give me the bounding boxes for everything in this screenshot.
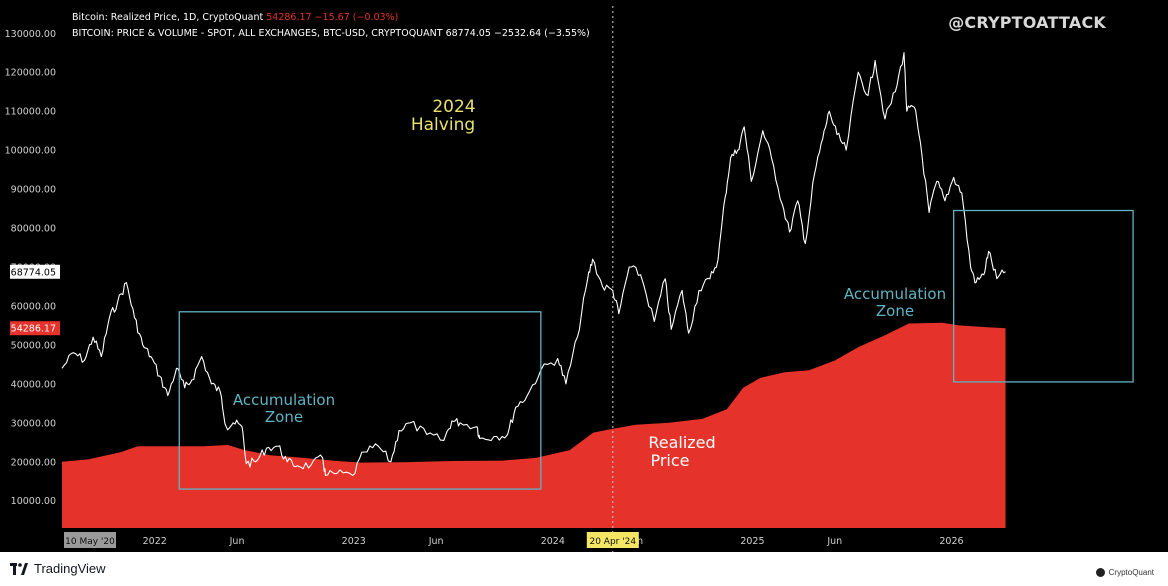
chart-canvas: 10000.00 20000.00 30000.00 40000.00 50000.00… [5,6,1134,552]
price-tag: 68774.05 [11,267,56,278]
x-highlight-label: 20 Apr '24 [589,537,636,547]
footer: TradingView CryptoQuant [0,552,1168,586]
y-tick-label: 130000.00 [5,29,56,40]
x-tick-label: Jun [826,536,842,547]
x-tick-label: 2025 [740,536,764,547]
x-tick-label: 2026 [939,536,963,547]
y-axis: 10000.00 20000.00 30000.00 40000.00 50000.00… [5,29,60,507]
zone2-label-line-2: Zone [876,302,914,320]
realized-price-layer [62,322,1006,528]
tradingview-label: TradingView [34,561,106,576]
y-tick-label: 20000.00 [11,457,56,468]
x-axis: 2022Jun2023Jun2024Jun2025Jun202610 May '… [64,532,964,548]
annotations-layer: 2024 Halving Accumulation Zone Accumulat… [233,97,946,470]
price-tag-bg [10,264,60,279]
x-tick-label: Jun [229,536,245,547]
realized-tag-bg [10,321,60,336]
x-start-label: 10 May '20 [65,537,115,547]
zone1-label-line-2: Zone [265,408,303,426]
y-tick-label: 60000.00 [11,301,56,312]
y-tick-label: 110000.00 [5,107,56,118]
zone2-label-line-1: Accumulation [844,285,946,303]
x-highlight-label-bg [586,532,639,548]
y-tick-label: 30000.00 [11,418,56,429]
cryptoquant-logo-icon [1095,568,1105,577]
watermark: @CRYPTOATTACK [948,13,1106,32]
accumulation-zone-box-1 [178,311,542,490]
legend-row-realized: Bitcoin: Realized Price, 1D, CryptoQuant… [72,12,398,23]
legend-row-price: BITCOIN: PRICE & VOLUME - SPOT, ALL EXCH… [72,28,590,39]
y-tick-label: 10000.00 [11,496,56,507]
y-tick-label: 50000.00 [11,340,56,351]
cryptoquant-label: CryptoQuant [1108,568,1154,577]
x-tick-label: 2023 [342,536,366,547]
halving-label-line-2: Halving [411,115,475,135]
tradingview-brand[interactable]: TradingView [10,561,106,576]
price-line [61,52,1006,476]
x-tick-label: 2024 [541,536,565,547]
price-layer [61,52,1006,476]
zone1-label-line-1: Accumulation [233,391,335,409]
y-tick-label: 40000.00 [11,379,56,390]
legend-series1-values: 54286.17 −15.67 (−0.03%) [266,12,399,23]
accumulation-zones-layer [178,209,1134,490]
realized-label-line-2: Price [650,451,689,470]
x-tick-label: 2022 [143,536,167,547]
legend-series2-values: 68774.05 −2532.64 (−3.55%) [445,28,590,39]
cryptoquant-brand: CryptoQuant [1095,568,1154,577]
y-tick-label: 90000.00 [11,185,56,196]
x-tick-label: Jun [428,536,444,547]
y-tick-label: 80000.00 [11,224,56,235]
chart-area: 10000.00 20000.00 30000.00 40000.00 50000.00… [0,0,1168,552]
realized-price-area [62,322,1006,528]
legend-series1-name: Bitcoin: Realized Price, 1D, CryptoQuant [72,12,264,23]
halving-label-line-1: 2024 [432,97,475,117]
y-tick-label: 100000.00 [5,146,56,157]
x-start-label-bg [64,532,116,548]
y-tick-label: 120000.00 [5,68,56,79]
realized-tag: 54286.17 [11,324,56,335]
realized-label-line-1: Realized [648,433,715,452]
legend-series2-name: BITCOIN: PRICE & VOLUME - SPOT, ALL EXCH… [72,28,443,39]
tradingview-logo-icon [10,562,28,575]
accumulation-zone-box-2 [953,209,1134,383]
